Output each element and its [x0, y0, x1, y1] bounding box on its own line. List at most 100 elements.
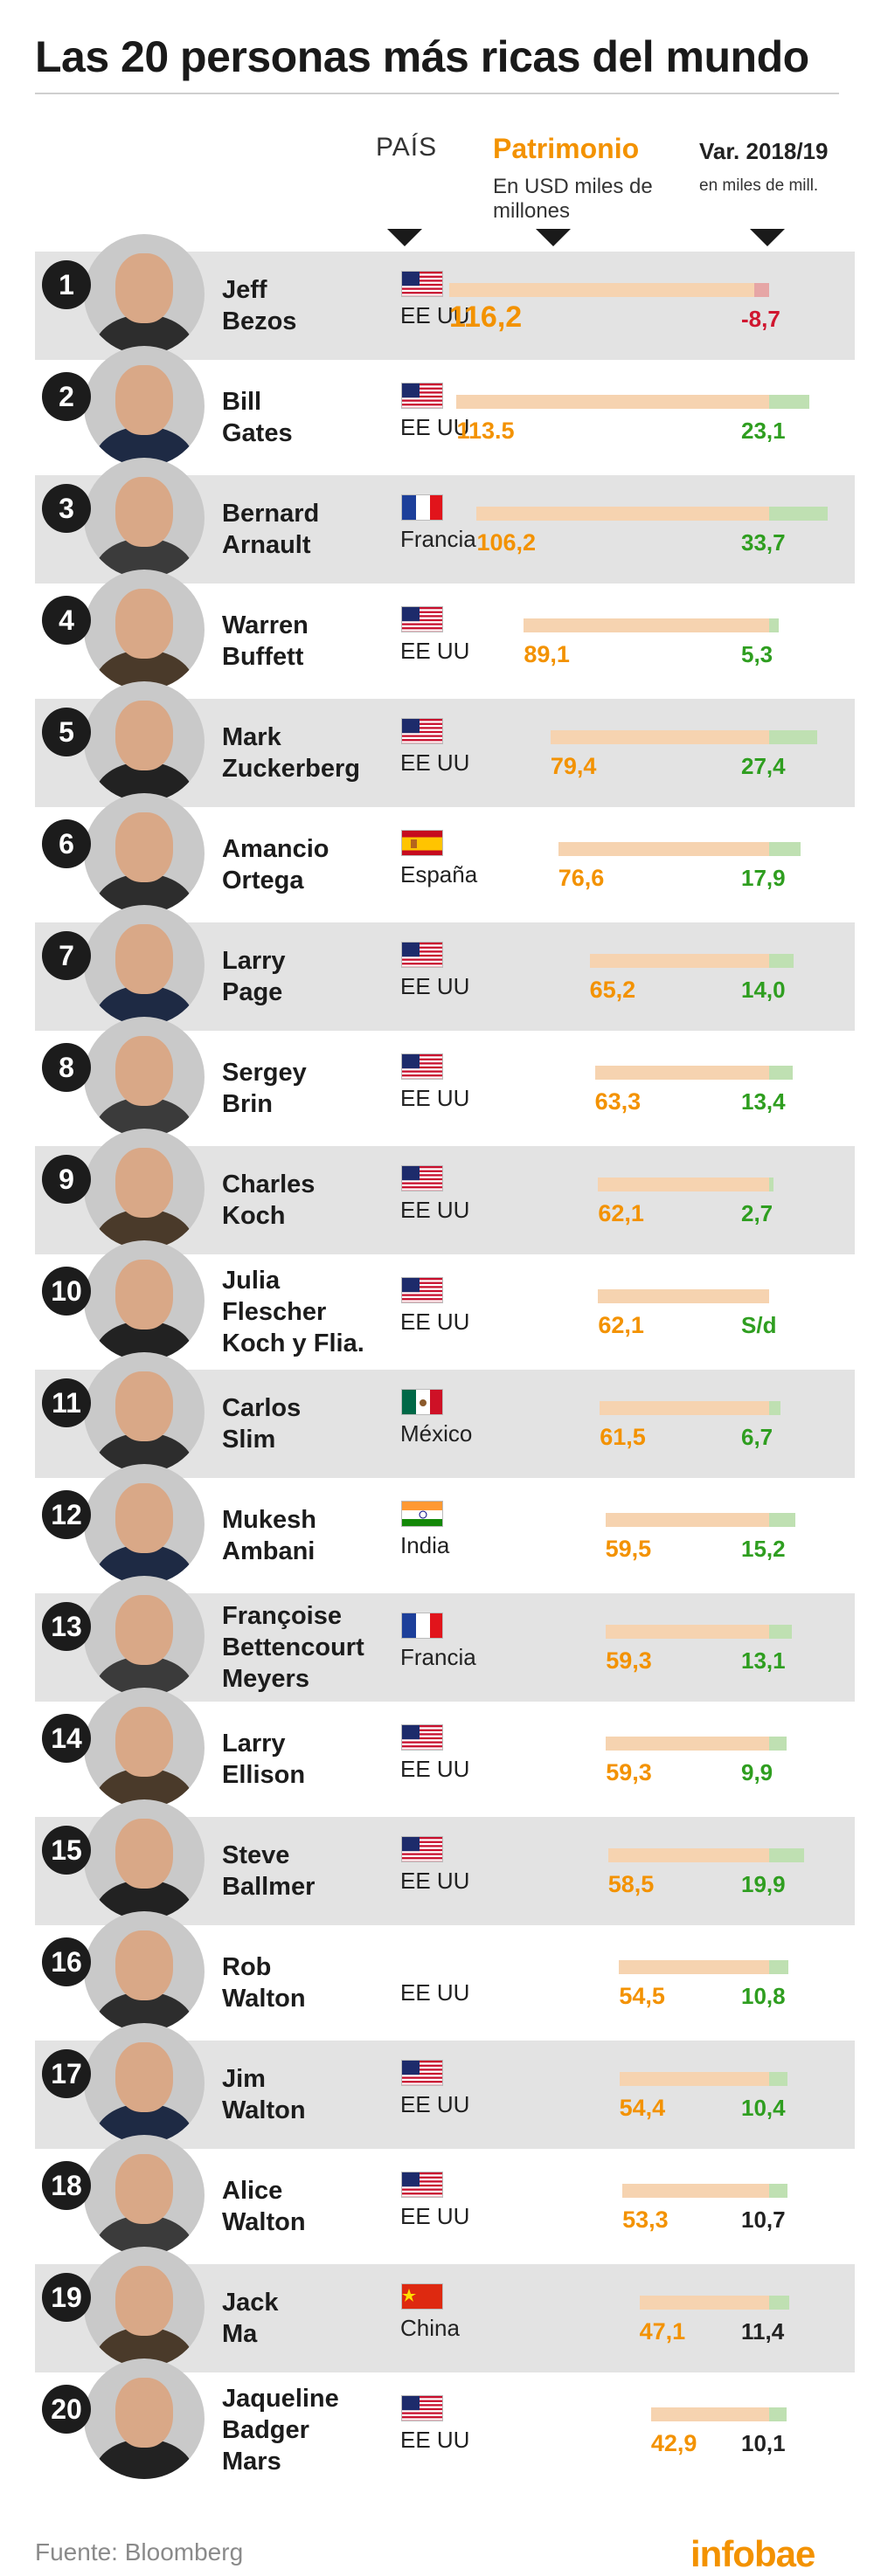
country-label: EE UU — [400, 2091, 470, 2117]
table-row: 6 Amancio Ortega España 76,6 17,9 — [35, 793, 855, 919]
variation-bar — [769, 1960, 788, 1974]
country-flag-icon — [401, 1836, 443, 1862]
country-flag-icon — [401, 942, 443, 968]
person-name: Carlos Slim — [222, 1394, 302, 1454]
table-row: 5 Mark Zuckerberg EE UU 79,4 27,4 — [35, 681, 855, 807]
person-name: Charles Koch — [222, 1171, 316, 1230]
country-label: India — [400, 1532, 450, 1558]
net-worth-value: 42,9 — [650, 2430, 697, 2456]
rank-badge: 14 — [42, 1714, 91, 1763]
country-label: EE UU — [400, 973, 470, 999]
net-worth-value: 113.5 — [456, 418, 515, 444]
variation-bar — [769, 730, 817, 744]
net-worth-bar — [622, 2184, 769, 2198]
variation-bar — [769, 2072, 787, 2086]
variation-bar — [769, 618, 779, 632]
variation-value: 10,4 — [741, 2095, 786, 2121]
person-photo — [84, 2135, 205, 2255]
variation-value: 10,1 — [741, 2430, 786, 2456]
net-worth-value: 116,2 — [448, 300, 523, 334]
net-worth-bar — [558, 842, 769, 856]
variation-value: S/d — [741, 1312, 777, 1338]
variation-arrow-icon — [750, 229, 785, 246]
country-flag-icon — [401, 718, 443, 744]
rank-badge: 9 — [42, 1155, 91, 1204]
net-worth-value: 63,3 — [594, 1088, 642, 1115]
table-row: 12 Mukesh Ambani India 59,5 15,2 — [35, 1464, 855, 1590]
variation-value: 27,4 — [741, 753, 786, 779]
table-row: 1 Jeff Bezos EE UU 116,2 -8,7 — [35, 234, 855, 360]
country-label: EE UU — [400, 2427, 470, 2453]
net-worth-bar — [589, 954, 769, 968]
country-label: Francia — [400, 526, 476, 552]
variation-bar — [769, 395, 810, 409]
variation-value: 14,0 — [741, 977, 786, 1003]
country-flag-icon — [401, 271, 443, 297]
net-worth-value: 53,3 — [622, 2207, 669, 2233]
person-photo — [84, 2358, 205, 2479]
country-label: EE UU — [400, 1979, 470, 2006]
person-photo — [84, 1129, 205, 1249]
country-label: China — [400, 2315, 460, 2341]
person-name: Mark Zuckerberg — [222, 723, 360, 783]
rank-badge: 4 — [42, 596, 91, 645]
variation-value: 33,7 — [741, 529, 786, 556]
net-worth-bar — [524, 618, 769, 632]
person-photo — [84, 905, 205, 1026]
rank-badge: 2 — [42, 372, 91, 421]
country-flag-icon — [401, 1053, 443, 1080]
net-worth-value: 54,4 — [619, 2095, 666, 2121]
net-worth-bar — [605, 1513, 769, 1527]
person-photo — [84, 458, 205, 578]
net-worth-bar — [456, 395, 769, 409]
net-worth-bar — [639, 2296, 769, 2310]
country-flag-icon — [401, 494, 443, 521]
net-worth-value: 65,2 — [589, 977, 636, 1003]
country-label: Francia — [400, 1644, 476, 1670]
variation-bar — [753, 283, 769, 297]
variation-value: 6,7 — [741, 1424, 773, 1450]
country-label: EE UU — [400, 1756, 470, 1782]
table-row: 20 Jaqueline Badger Mars EE UU 42,9 10,1 — [35, 2358, 855, 2484]
person-photo — [84, 346, 205, 466]
rank-badge: 15 — [42, 1826, 91, 1875]
variation-value: 17,9 — [741, 865, 786, 891]
person-photo — [84, 2247, 205, 2367]
rank-badge: 19 — [42, 2273, 91, 2322]
variation-bar — [769, 507, 829, 521]
net-worth-bar — [550, 730, 769, 744]
variation-bar — [769, 1066, 793, 1080]
table-row: 9 Charles Koch EE UU 62,1 2,7 — [35, 1129, 855, 1254]
title-divider — [35, 93, 839, 94]
net-worth-bar — [448, 283, 769, 297]
net-worth-header: Patrimonio — [493, 133, 640, 164]
net-worth-value: 76,6 — [558, 865, 605, 891]
person-photo — [84, 1911, 205, 2032]
net-worth-bar — [598, 1178, 769, 1191]
person-photo — [84, 2023, 205, 2144]
net-worth-bar — [619, 2072, 769, 2086]
variation-value: 5,3 — [741, 641, 773, 667]
variation-value: 10,8 — [741, 1983, 786, 2009]
table-row: 7 Larry Page EE UU 65,2 14,0 — [35, 905, 855, 1031]
country-label: EE UU — [400, 1868, 470, 1894]
variation-bar — [769, 1513, 796, 1527]
rank-badge: 11 — [42, 1378, 91, 1427]
country-label: EE UU — [400, 1309, 470, 1335]
variation-bar — [769, 2184, 788, 2198]
variation-bar — [769, 1848, 804, 1862]
person-name: Julia Flescher Koch y Flia. — [222, 1267, 364, 1357]
country-label: EE UU — [400, 414, 470, 440]
variation-value: 19,9 — [741, 1871, 786, 1897]
rank-badge: 6 — [42, 819, 91, 868]
person-name: Amancio Ortega — [222, 835, 329, 894]
rank-badge: 1 — [42, 260, 91, 309]
rank-badge: 3 — [42, 484, 91, 533]
person-photo — [84, 1576, 205, 1696]
country-flag-icon — [401, 1501, 443, 1527]
page-title: Las 20 personas más ricas del mundo — [35, 32, 809, 81]
person-photo — [84, 793, 205, 914]
net-worth-bar — [606, 1737, 769, 1751]
country-label: México — [400, 1420, 473, 1447]
net-worth-value: 106,2 — [476, 529, 537, 556]
